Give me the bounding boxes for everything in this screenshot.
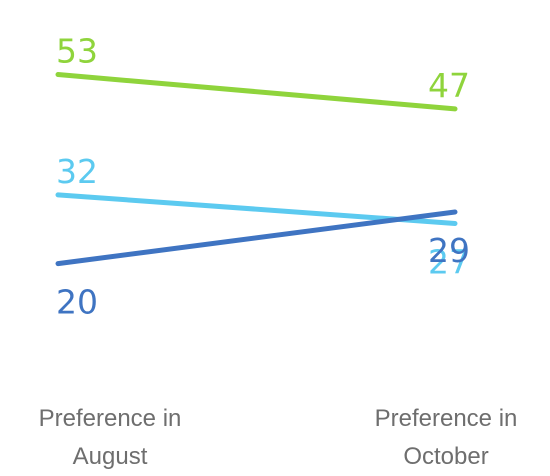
x-label-august-line2: August [73, 443, 148, 470]
x-axis-labels: Preference in August Preference in Octob… [39, 405, 518, 470]
x-label-august-line1: Preference in [39, 405, 182, 432]
value-label-0-start: 53 [56, 32, 98, 71]
value-label-2-end: 29 [428, 231, 470, 270]
value-label-2-start: 20 [56, 283, 98, 322]
series-line-0 [55, 72, 458, 112]
series-line-2 [55, 209, 458, 267]
x-label-october-line2: October [403, 443, 488, 470]
value-label-1-start: 32 [56, 152, 98, 191]
value-label-1-end: 27 [428, 242, 470, 281]
value-label-layer: 53 47 32 27 20 29 [56, 32, 470, 322]
value-label-0-end: 47 [428, 66, 470, 105]
x-label-october-line1: Preference in [375, 405, 518, 432]
series-layer [55, 72, 458, 267]
